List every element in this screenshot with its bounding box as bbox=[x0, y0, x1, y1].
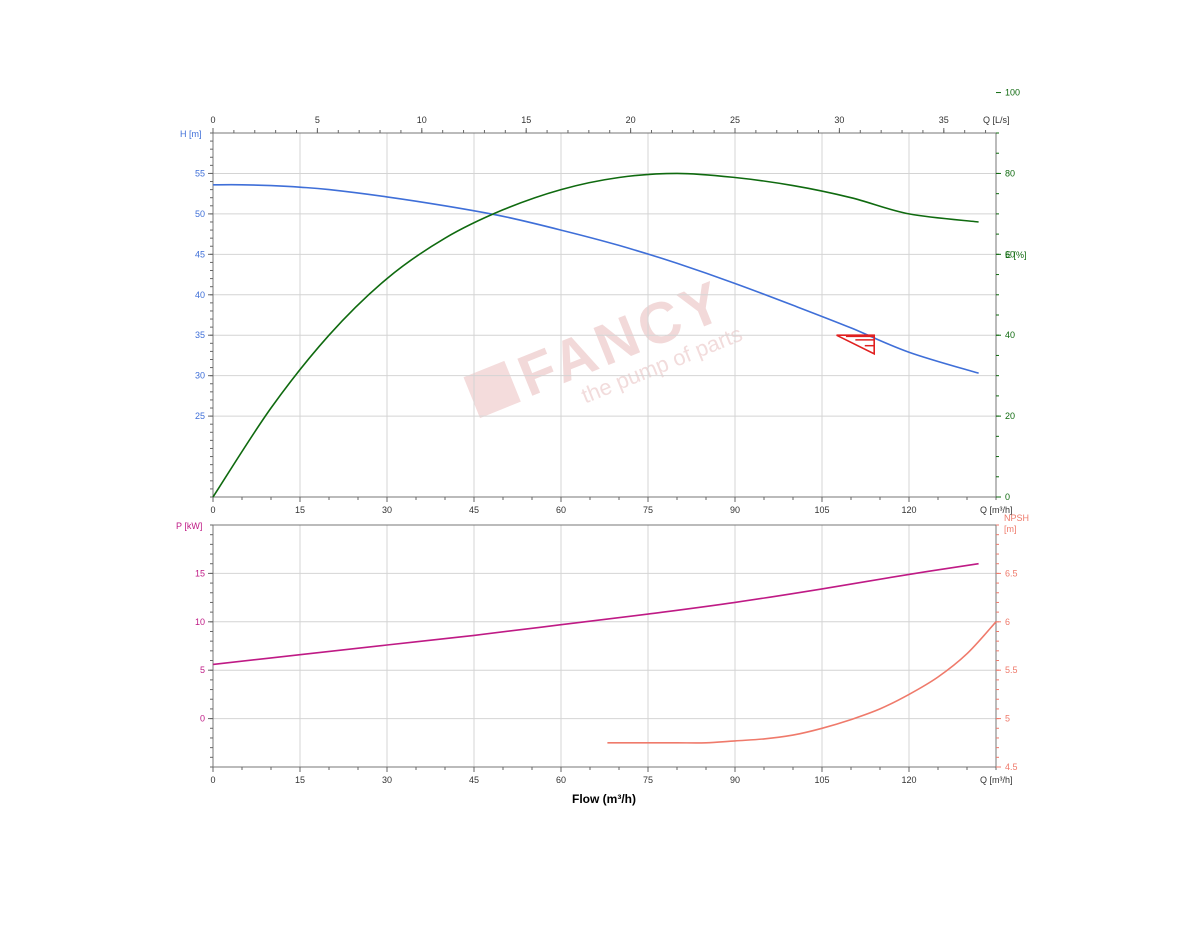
top-x-tick-label: 75 bbox=[643, 505, 653, 515]
top-yl-tick-label: 30 bbox=[195, 371, 205, 381]
top-ticks: 0 15 30 45 60 75 90 105 120253035404550550204060… bbox=[195, 88, 1020, 515]
watermark: FANCY the pump of parts bbox=[463, 268, 746, 419]
top-upper-tick-label: 25 bbox=[730, 115, 740, 125]
top-yr-tick-label: 60 bbox=[1005, 249, 1015, 259]
top-x-tick-label: 105 bbox=[814, 505, 829, 515]
bottom-yl-tick-label: 10 bbox=[195, 617, 205, 627]
bottom-left-axis-label: P [kW] bbox=[176, 521, 202, 531]
top-panel: 0 15 30 45 60 75 90 105 120253035404550550204060… bbox=[180, 88, 1027, 515]
top-yr-tick-label: 80 bbox=[1005, 168, 1015, 178]
bottom-series bbox=[212, 562, 997, 744]
top-yl-tick-label: 45 bbox=[195, 249, 205, 259]
top-lower-unit-label: Q [m³/h] bbox=[980, 505, 1013, 515]
top-yr-tick-label: 40 bbox=[1005, 330, 1015, 340]
top-series bbox=[212, 172, 979, 498]
top-x-tick-label: 0 bbox=[210, 505, 215, 515]
bottom-x-tick-label: 30 bbox=[382, 775, 392, 785]
top-upper-tick-label: 10 bbox=[417, 115, 427, 125]
top-left-axis-label: H [m] bbox=[180, 129, 202, 139]
bottom-series-npsh-line bbox=[607, 621, 997, 744]
top-x-tick-label: 45 bbox=[469, 505, 479, 515]
top-upper-tick-label: 0 bbox=[210, 115, 215, 125]
bottom-yr-tick-label: 5.5 bbox=[1005, 665, 1018, 675]
top-upper-tick-label: 20 bbox=[626, 115, 636, 125]
top-upper-tick-label: 5 bbox=[315, 115, 320, 125]
top-x-tick-label: 60 bbox=[556, 505, 566, 515]
top-x-tick-label: 90 bbox=[730, 505, 740, 515]
bottom-x-tick-label: 60 bbox=[556, 775, 566, 785]
bottom-x-tick-label: 45 bbox=[469, 775, 479, 785]
top-grid bbox=[212, 133, 996, 497]
duty-point-marker bbox=[836, 334, 875, 356]
bottom-x-tick-label: 75 bbox=[643, 775, 653, 785]
top-yl-tick-label: 35 bbox=[195, 330, 205, 340]
bottom-lower-unit-label: Q [m³/h] bbox=[980, 775, 1013, 785]
top-yr-tick-label: 100 bbox=[1005, 88, 1020, 98]
bottom-grid bbox=[212, 525, 996, 767]
top-x-tick-label: 15 bbox=[295, 505, 305, 515]
bottom-right-axis-label-line1: NPSH bbox=[1004, 513, 1029, 523]
bottom-x-tick-label: 0 bbox=[210, 775, 215, 785]
top-x-tick-label: 30 bbox=[382, 505, 392, 515]
bottom-yr-tick-label: 4.5 bbox=[1005, 762, 1018, 772]
watermark-logo-icon bbox=[463, 360, 521, 419]
top-yr-tick-label: 0 bbox=[1005, 492, 1010, 502]
top-right-axis-label: E [%] bbox=[1005, 250, 1027, 260]
top-yl-tick-label: 55 bbox=[195, 168, 205, 178]
bottom-yl-tick-label: 0 bbox=[200, 714, 205, 724]
top-yl-tick-label: 40 bbox=[195, 290, 205, 300]
bottom-yr-tick-label: 6.5 bbox=[1005, 568, 1018, 578]
bottom-x-tick-label: 120 bbox=[901, 775, 916, 785]
bottom-yl-tick-label: 5 bbox=[200, 665, 205, 675]
bottom-yr-tick-label: 6 bbox=[1005, 617, 1010, 627]
top-series-efficiency-line bbox=[212, 172, 979, 498]
bottom-panel: 0 15 30 45 60 75 90 105 120 0 5 10 15 4.5 5 5.5 6 6.5 P [… bbox=[176, 513, 1029, 806]
bottom-x-tick-label: 105 bbox=[814, 775, 829, 785]
top-yl-tick-label: 50 bbox=[195, 209, 205, 219]
top-x-tick-label: 120 bbox=[901, 505, 916, 515]
bottom-frame bbox=[212, 524, 997, 768]
bottom-yr-tick-label: 5 bbox=[1005, 714, 1010, 724]
top-upper-tick-label: 35 bbox=[939, 115, 949, 125]
bottom-x-tick-label: 15 bbox=[295, 775, 305, 785]
bottom-x-tick-label: 90 bbox=[730, 775, 740, 785]
top-upper-unit-label: Q [L/s] bbox=[983, 115, 1010, 125]
bottom-series-power-line bbox=[212, 562, 979, 666]
bottom-ticks: 0 15 30 45 60 75 90 105 120 0 5 10 15 4.5 5 5.5 6 6.5 bbox=[195, 524, 1018, 785]
top-yr-tick-label: 20 bbox=[1005, 411, 1015, 421]
top-upper-tick-label: 30 bbox=[834, 115, 844, 125]
top-series-head-line bbox=[212, 183, 979, 374]
bottom-right-axis-label-line2: [m] bbox=[1004, 524, 1017, 534]
x-axis-title: Flow (m³/h) bbox=[572, 792, 636, 806]
top-upper-tick-label: 15 bbox=[521, 115, 531, 125]
top-yl-tick-label: 25 bbox=[195, 411, 205, 421]
bottom-yl-tick-label: 15 bbox=[195, 568, 205, 578]
